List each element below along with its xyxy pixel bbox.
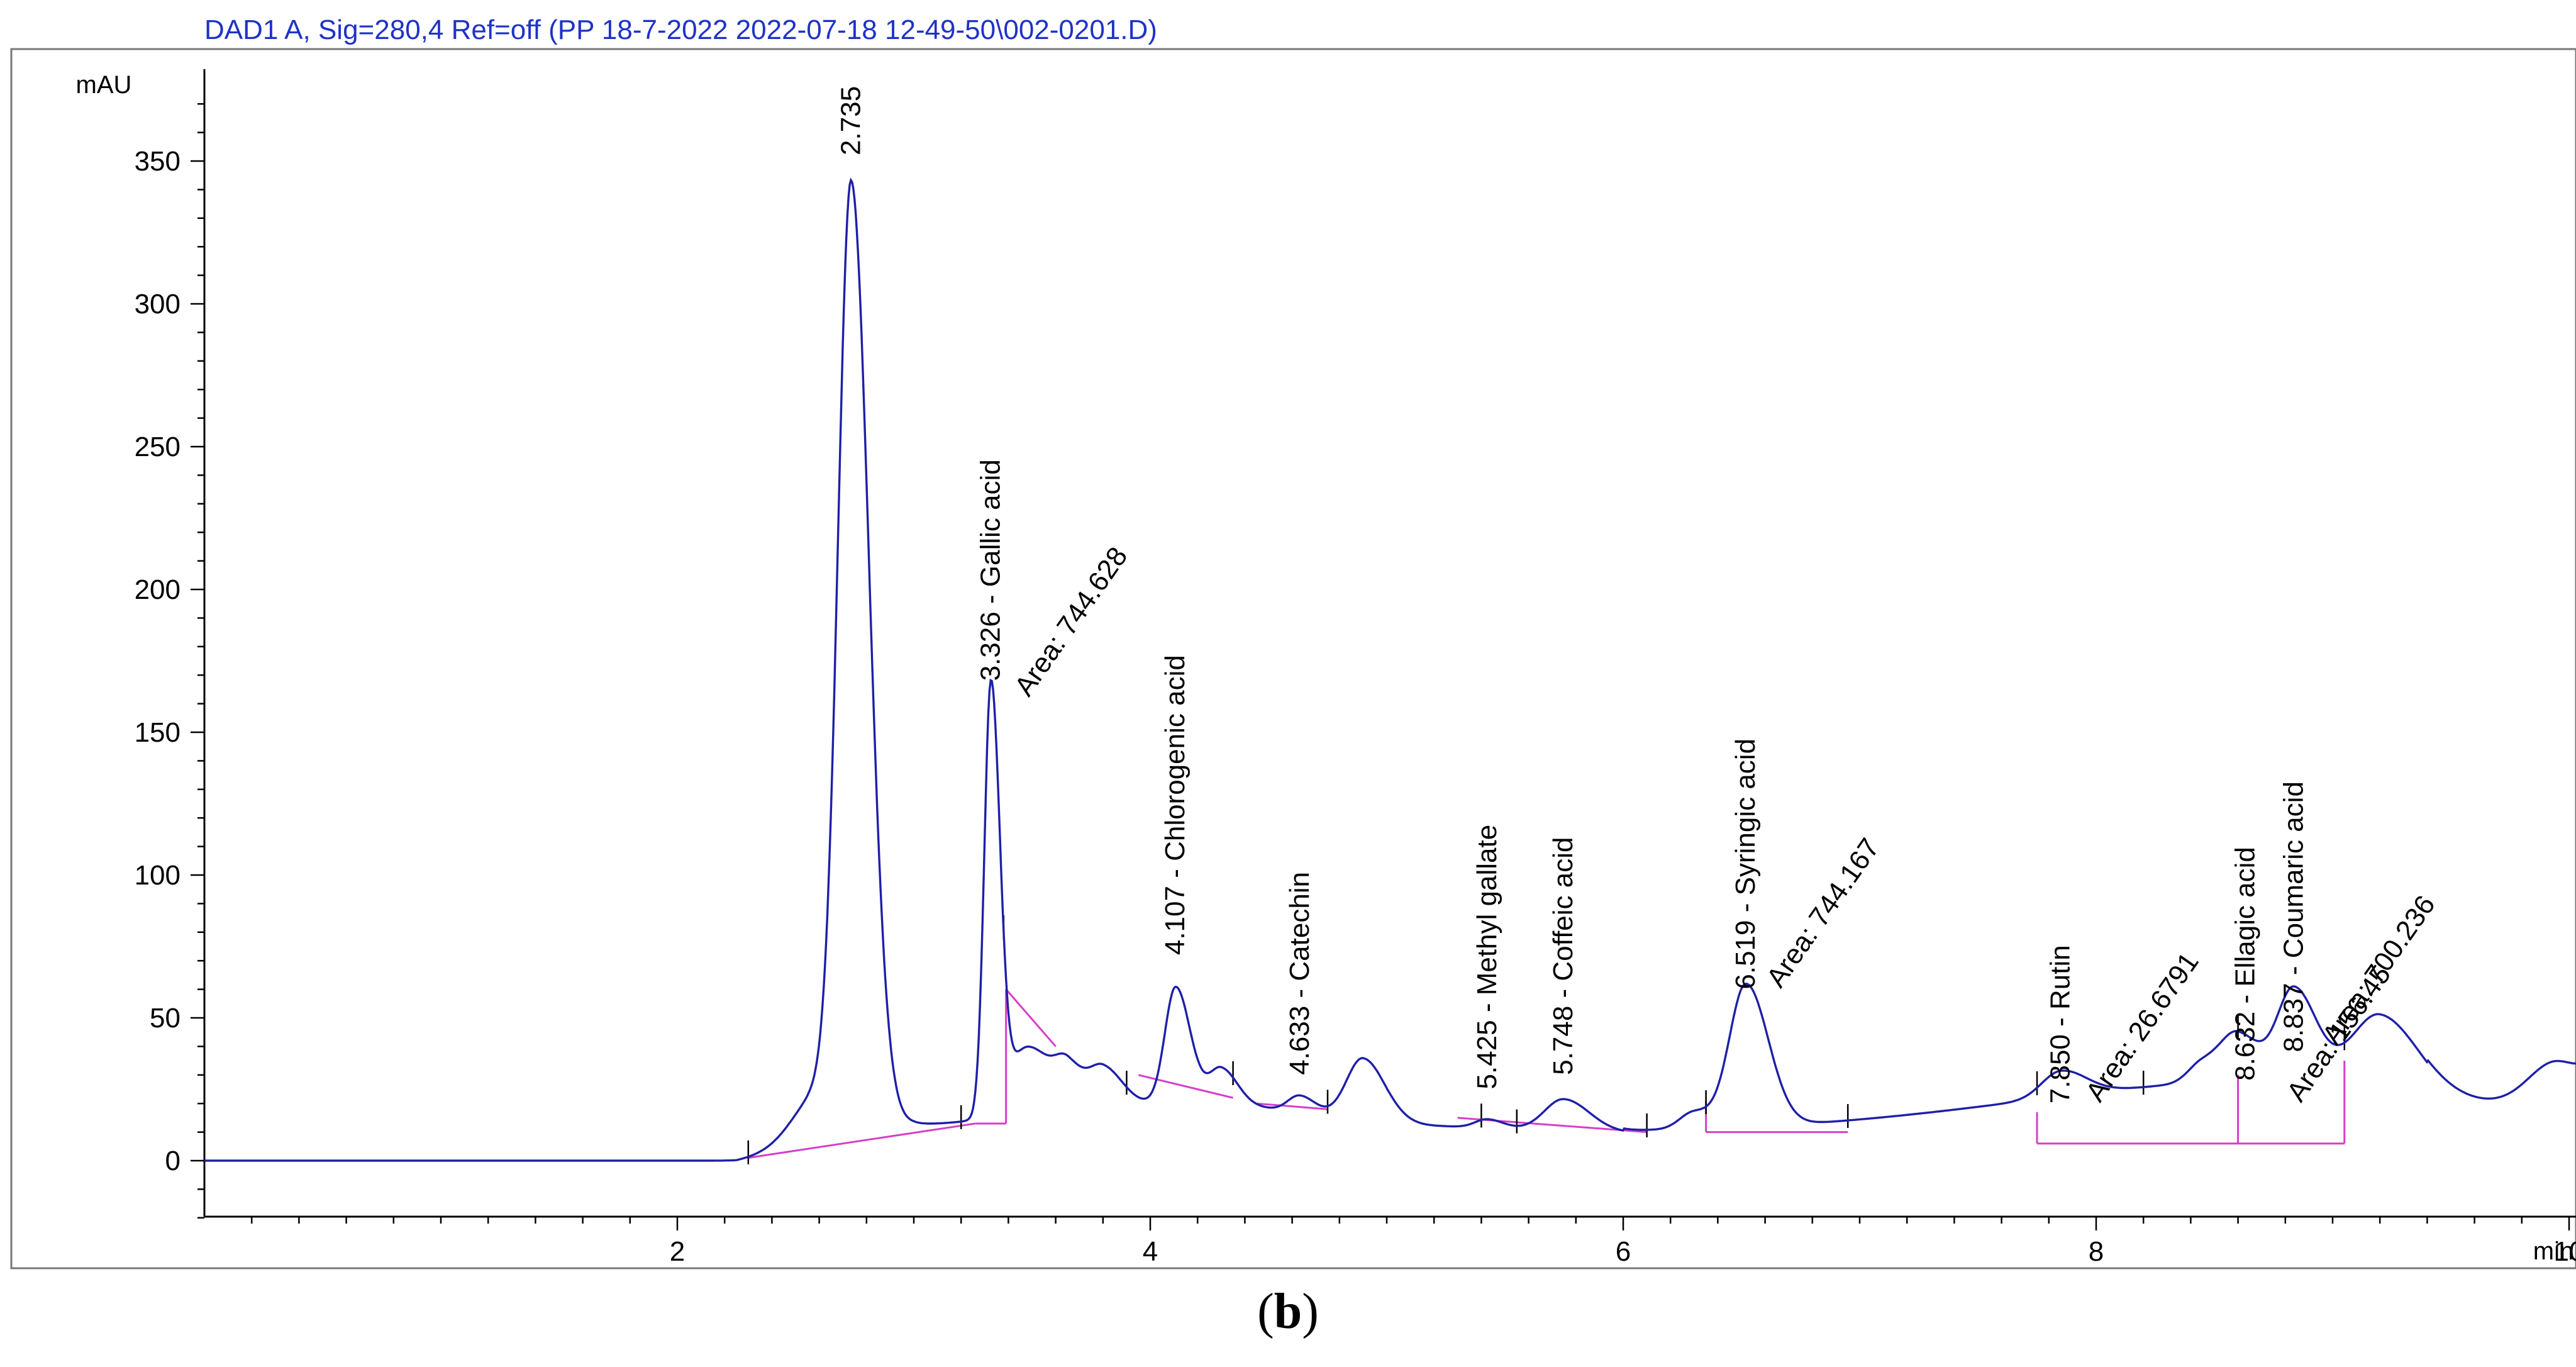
peak-label: 2.735: [835, 86, 866, 155]
y-tick-label: 0: [165, 1146, 180, 1176]
peak-label: 5.748 - Coffeic acid: [1548, 837, 1579, 1075]
integration-baseline-segment: [1005, 988, 1057, 1047]
integration-baselines: [748, 988, 2346, 1159]
peak-label: Area: 700.236: [2316, 890, 2441, 1051]
y-tick-label: 350: [135, 146, 180, 177]
peak-label: Area: 744.167: [1760, 833, 1885, 993]
x-tick-label: 4: [1143, 1236, 1158, 1267]
caption-letter: b: [1274, 1284, 1302, 1339]
axes: 05010015020025030035024681012141618: [135, 69, 2576, 1267]
peak-annotations: 2.735 3.326 - Gallic acid Area: 744.628 4.1…: [835, 86, 2441, 1107]
y-tick-label: 300: [135, 289, 180, 320]
x-tick-label: 8: [2089, 1236, 2104, 1267]
x-tick-label: 6: [1616, 1236, 1631, 1267]
peak-label: 5.425 - Methyl gallate: [1472, 825, 1502, 1090]
peak-label: Area: 744.628: [1009, 542, 1134, 702]
peak-label: 6.519 - Syringic acid: [1730, 739, 1761, 990]
integration-baseline-segment: [748, 1122, 975, 1159]
chart-title: DAD1 A, Sig=280,4 Ref=off (PP 18-7-2022 …: [204, 14, 1157, 45]
x-tick-label: 2: [670, 1236, 685, 1267]
y-tick-label: 150: [135, 717, 180, 748]
peak-label: 4.633 - Catechin: [1284, 872, 1315, 1075]
integration-baseline-segment: [1138, 1074, 1233, 1099]
peak-label: Area: 26.6791: [2080, 947, 2205, 1107]
x-axis-label: min: [2533, 1237, 2573, 1265]
peak-label: 3.326 - Gallic acid: [975, 459, 1006, 681]
y-tick-label: 250: [135, 432, 180, 462]
caption-open-paren: (: [1257, 1284, 1274, 1339]
x-tick-label: 10: [2554, 1236, 2576, 1267]
y-axis-label: mAU: [76, 71, 132, 99]
plot-frame: [10, 48, 2576, 1269]
y-tick-label: 200: [135, 574, 180, 605]
peak-label: 7.850 - Rutin: [2045, 945, 2076, 1103]
peak-label: 8.632 - Ellagic acid: [2230, 847, 2261, 1081]
signal-trace: [204, 177, 2576, 1162]
integration-baseline-segment: [1257, 1102, 1328, 1110]
y-tick-label: 100: [135, 860, 180, 891]
y-tick-label: 50: [150, 1003, 180, 1034]
peak-label: 4.107 - Chlorogenic acid: [1160, 655, 1191, 955]
caption-close-paren: ): [1302, 1284, 1319, 1339]
figure-caption: (b): [0, 1283, 2576, 1341]
peak-label: 8.837 - Coumaric acid: [2279, 781, 2309, 1052]
